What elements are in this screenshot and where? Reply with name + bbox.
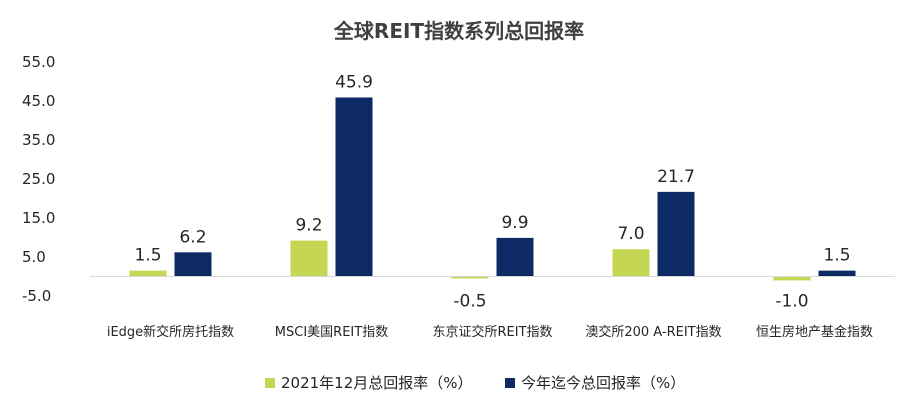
bar-series-2 bbox=[335, 97, 373, 277]
data-label: 45.9 bbox=[335, 72, 373, 92]
category-label: 恒生房地产基金指数 bbox=[756, 324, 873, 340]
y-tick-label: 25.0 bbox=[22, 170, 55, 188]
category-label: 东京证交所REIT指数 bbox=[432, 324, 552, 340]
y-tick-label: 35.0 bbox=[22, 131, 55, 149]
bar-series-2 bbox=[818, 270, 856, 277]
y-axis: -5.0 5.0 15.0 25.0 35.0 45.0 55.0 bbox=[22, 53, 55, 305]
legend-label: 2021年12月总回报率（%） bbox=[281, 374, 473, 392]
y-tick-label: 15.0 bbox=[22, 209, 55, 227]
data-label: 1.5 bbox=[134, 246, 161, 266]
bar-series-1 bbox=[129, 270, 167, 277]
bar-series-2 bbox=[174, 252, 212, 277]
category-label: 澳交所200 A-REIT指数 bbox=[585, 324, 721, 340]
y-tick-label: 55.0 bbox=[22, 53, 55, 71]
legend: 2021年12月总回报率（%） 今年迄今总回报率（%） bbox=[265, 374, 685, 392]
bar-series-2 bbox=[657, 191, 695, 277]
data-label: 1.5 bbox=[823, 246, 850, 266]
category-label: MSCI美国REIT指数 bbox=[275, 325, 388, 340]
data-label: 7.0 bbox=[617, 224, 644, 244]
chart-title: 全球REIT指数系列总回报率 bbox=[333, 19, 584, 43]
category-label: iEdge新交所房托指数 bbox=[107, 324, 234, 340]
bar-series-1 bbox=[290, 240, 328, 277]
data-label: -0.5 bbox=[453, 292, 486, 312]
plot-area: 1.5 6.2 9.2 45.9 -0.5 9.9 7.0 21.7 -1.0 1.5 bbox=[90, 72, 895, 312]
data-label: -1.0 bbox=[775, 292, 808, 312]
legend-label: 今年迄今总回报率（%） bbox=[521, 374, 685, 392]
legend-swatch bbox=[265, 378, 275, 388]
data-label: 9.9 bbox=[501, 213, 528, 233]
bar-series-1 bbox=[773, 276, 811, 281]
y-tick-label: 45.0 bbox=[22, 92, 55, 110]
bar-series-1 bbox=[612, 249, 650, 277]
y-tick-label: 5.0 bbox=[22, 248, 46, 266]
data-label: 21.7 bbox=[657, 167, 695, 187]
bar-series-2 bbox=[496, 237, 534, 277]
legend-swatch bbox=[505, 378, 515, 388]
bar-series-1 bbox=[451, 276, 489, 279]
y-tick-label: -5.0 bbox=[22, 287, 51, 305]
data-label: 6.2 bbox=[179, 227, 206, 247]
x-axis: iEdge新交所房托指数 MSCI美国REIT指数 东京证交所REIT指数 澳交所20… bbox=[107, 324, 873, 340]
data-label: 9.2 bbox=[295, 216, 322, 236]
